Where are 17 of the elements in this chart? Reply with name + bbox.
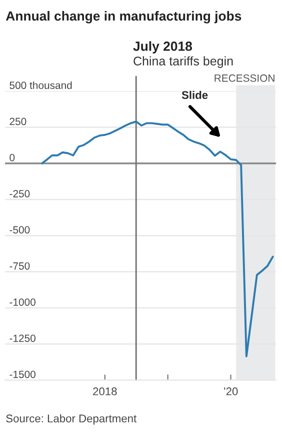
y-tick-label: -500: [10, 226, 30, 234]
ref-line-label: July 2018: [133, 41, 192, 54]
y-tick-label: -1500: [10, 370, 36, 378]
y-tick-label: 500 thousand: [10, 81, 72, 90]
y-tick-label: 250: [10, 118, 26, 126]
y-tick-label: 0: [10, 154, 15, 162]
y-tick-label: -1000: [10, 298, 36, 306]
x-tick-label: 2018: [93, 387, 117, 396]
y-tick-label: -750: [10, 262, 30, 270]
chart-title: Annual change in manufacturing jobs: [6, 11, 242, 24]
annotation: Slide: [182, 90, 208, 99]
y-tick-label: -250: [10, 190, 30, 198]
y-tick-label: -1250: [10, 334, 36, 342]
x-tick-label: ’20: [224, 387, 238, 396]
text: China tariffs begin: [134, 56, 233, 68]
band-label: RECESSION: [214, 74, 274, 82]
source-note: Source: Labor Department: [6, 414, 136, 425]
